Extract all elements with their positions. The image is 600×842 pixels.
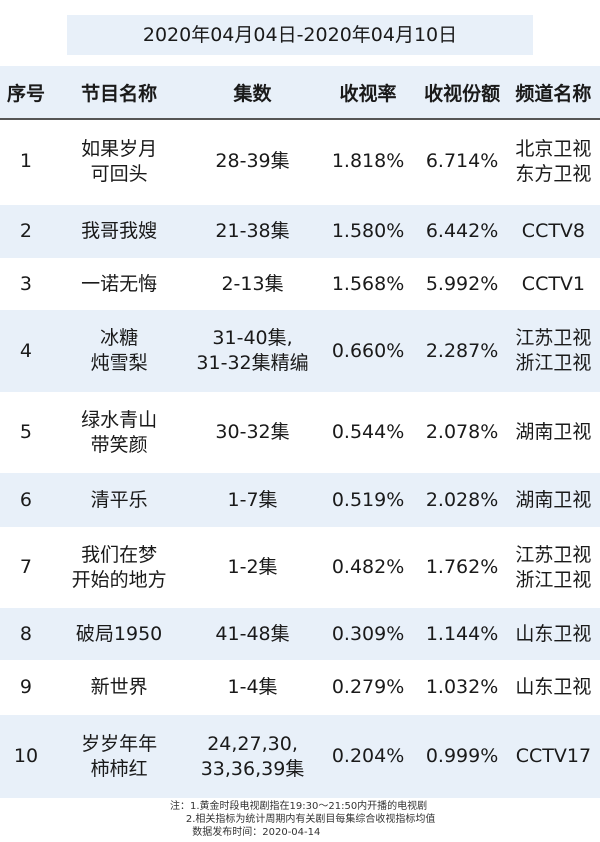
table-cell: 湖南卫视 xyxy=(515,421,592,443)
note-line: 数据发布时间：2020-04-14 xyxy=(170,827,321,838)
table-row: 9 新世界 1-4集 0.279% 1.032% 山东卫视 xyxy=(0,660,600,715)
table-cell: 1.762% xyxy=(425,556,499,578)
table-cell: 1.568% xyxy=(331,272,405,295)
table-cell: 24,27,30, 33,36,39集 xyxy=(200,732,305,780)
table-row: 1 如果岁月 可回头 28-39集 1.818% 6.714% 北京卫视 东方卫视 xyxy=(0,118,600,205)
column-header: 集数 xyxy=(233,82,272,105)
table-cell: 0.519% xyxy=(331,488,405,511)
table-cell: 41-48集 xyxy=(215,622,290,645)
table-cell: CCTV1 xyxy=(521,272,586,295)
column-header: 序号 xyxy=(6,82,45,105)
table-cell: 1-7集 xyxy=(227,488,278,511)
table-cell: 0.279% xyxy=(331,676,405,698)
table-cell: 北京卫视 东方卫视 xyxy=(515,137,592,185)
table-cell: 1.818% xyxy=(331,150,405,172)
table-header: 序号 节目名称 集数 收视率 收视份额 频道名称 xyxy=(0,66,600,120)
table-cell: 1-2集 xyxy=(227,556,278,578)
table-cell: 2-13集 xyxy=(221,272,284,295)
table-cell: 5.992% xyxy=(425,272,499,295)
table-cell: 3 xyxy=(19,272,33,295)
notes: 注：1.黄金时段电视剧指在19:30～21:50内开播的电视剧 2.相关指标为统… xyxy=(170,800,435,839)
table-cell: 2.078% xyxy=(425,421,499,443)
table-cell: 清平乐 xyxy=(90,488,148,511)
table-cell: 2.287% xyxy=(425,339,499,362)
table-cell: 5 xyxy=(19,421,33,443)
note-line: 2.相关指标为统计周期内有关剧目每集综合收视指标均值 xyxy=(170,814,436,825)
table-cell: 6.714% xyxy=(425,150,499,172)
table-row: 8 破局1950 41-48集 0.309% 1.144% 山东卫视 xyxy=(0,608,600,660)
table-row: 10 岁岁年年 柿柿红 24,27,30, 33,36,39集 0.204% 0.999… xyxy=(0,715,600,798)
table-cell: 新世界 xyxy=(90,676,148,698)
table-cell: 如果岁月 可回头 xyxy=(81,137,158,185)
table-cell: 9 xyxy=(19,676,33,698)
table-cell: 6.442% xyxy=(425,220,499,242)
table-cell: 0.309% xyxy=(331,622,405,645)
table-cell: 我哥我嫂 xyxy=(81,220,158,242)
table-cell: 1.580% xyxy=(331,220,405,242)
column-header: 频道名称 xyxy=(515,82,592,105)
table-row: 7 我们在梦 开始的地方 1-2集 0.482% 1.762% 江苏卫视 浙江卫视 xyxy=(0,527,600,608)
table-cell: 山东卫视 xyxy=(515,622,592,645)
table-cell: 山东卫视 xyxy=(515,676,592,698)
table-cell: 1 xyxy=(19,150,33,172)
table-cell: 31-40集, 31-32集精编 xyxy=(196,327,309,374)
table-row: 3 一诺无悔 2-13集 1.568% 5.992% CCTV1 xyxy=(0,258,600,310)
table-row: 2 我哥我嫂 21-38集 1.580% 6.442% CCTV8 xyxy=(0,205,600,258)
table-cell: 2.028% xyxy=(425,488,499,511)
table-cell: 0.544% xyxy=(331,421,405,443)
note-line: 注：1.黄金时段电视剧指在19:30～21:50内开播的电视剧 xyxy=(170,801,428,812)
table-cell: 1.032% xyxy=(425,676,499,698)
table-cell: 湖南卫视 xyxy=(515,488,592,511)
table-cell: 岁岁年年 柿柿红 xyxy=(81,732,158,780)
table-cell: 绿水青山 带笑颜 xyxy=(81,408,158,456)
table-cell: 破局1950 xyxy=(75,622,163,645)
column-header: 收视份额 xyxy=(424,82,501,105)
table-cell: 江苏卫视 浙江卫视 xyxy=(515,327,592,374)
table-cell: 4 xyxy=(19,339,33,362)
table-cell: 8 xyxy=(19,622,33,645)
table-cell: 1.144% xyxy=(425,622,499,645)
table-cell: 江苏卫视 浙江卫视 xyxy=(515,543,592,591)
table-cell: CCTV17 xyxy=(515,745,592,767)
column-header: 节目名称 xyxy=(81,82,158,105)
table-cell: 6 xyxy=(19,488,33,511)
table-cell: 2 xyxy=(19,220,33,242)
table-cell: 0.482% xyxy=(331,556,405,578)
table-cell: 21-38集 xyxy=(215,220,290,242)
table-row: 4 冰糖 炖雪梨 31-40集, 31-32集精编 0.660% 2.287% 江苏卫视 … xyxy=(0,310,600,392)
table-cell: 7 xyxy=(19,556,33,578)
table-cell: CCTV8 xyxy=(521,220,586,242)
column-header: 收视率 xyxy=(339,82,397,105)
table-cell: 0.999% xyxy=(425,745,499,767)
table-cell: 我们在梦 开始的地方 xyxy=(71,543,167,591)
table-cell: 30-32集 xyxy=(215,421,290,443)
table-cell: 一诺无悔 xyxy=(81,272,158,295)
date-range: 2020年04月04日-2020年04月10日 xyxy=(67,15,533,55)
table-row: 5 绿水青山 带笑颜 30-32集 0.544% 2.078% 湖南卫视 xyxy=(0,392,600,473)
table-row: 6 清平乐 1-7集 0.519% 2.028% 湖南卫视 xyxy=(0,473,600,527)
table-cell: 1-4集 xyxy=(227,676,278,698)
table-cell: 冰糖 炖雪梨 xyxy=(90,327,148,374)
table-cell: 28-39集 xyxy=(215,150,290,172)
table-cell: 0.660% xyxy=(331,339,405,362)
table-cell: 0.204% xyxy=(331,745,405,767)
table-cell: 10 xyxy=(13,745,39,767)
